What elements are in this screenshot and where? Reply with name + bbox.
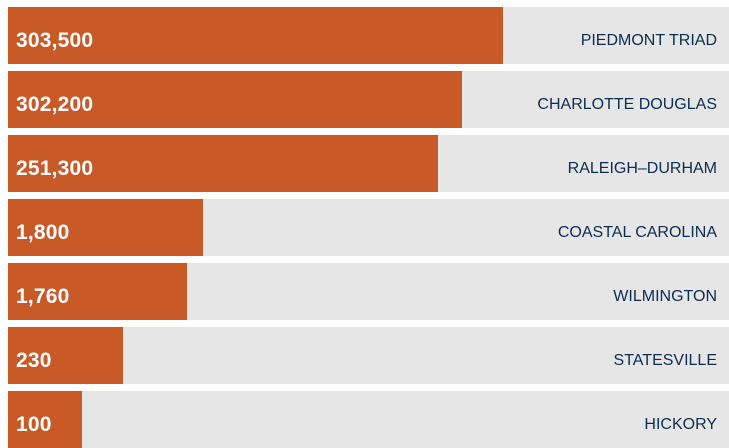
- bar: [8, 135, 438, 192]
- bar: [8, 391, 82, 448]
- bar: [8, 263, 187, 320]
- bar-row: 302,200 CHARLOTTE DOUGLAS: [8, 71, 729, 128]
- bar-row: 230 STATESVILLE: [8, 327, 729, 384]
- value-label: 302,200: [16, 93, 94, 116]
- category-label: STATESVILLE: [613, 352, 717, 369]
- bar-row: 251,300 RALEIGH–DURHAM: [8, 135, 729, 192]
- category-label: HICKORY: [644, 416, 717, 433]
- value-label: 1,800: [16, 221, 70, 244]
- value-label: 1,760: [16, 285, 70, 308]
- bar-row: 1,760 WILMINGTON: [8, 263, 729, 320]
- bar: [8, 71, 462, 128]
- bar: [8, 7, 503, 64]
- category-label: COASTAL CAROLINA: [557, 224, 717, 241]
- category-label: PIEDMONT TRIAD: [580, 32, 717, 49]
- bar-row: 100 HICKORY: [8, 391, 729, 448]
- category-label: RALEIGH–DURHAM: [567, 160, 717, 177]
- bar-row: 303,500 PIEDMONT TRIAD: [8, 7, 729, 64]
- category-label: CHARLOTTE DOUGLAS: [537, 96, 717, 113]
- category-label: WILMINGTON: [613, 288, 717, 305]
- value-label: 100: [16, 413, 52, 436]
- bar: [8, 327, 123, 384]
- value-label: 303,500: [16, 29, 94, 52]
- value-label: 230: [16, 349, 52, 372]
- value-label: 251,300: [16, 157, 94, 180]
- bar: [8, 199, 203, 256]
- bar-row: 1,800 COASTAL CAROLINA: [8, 199, 729, 256]
